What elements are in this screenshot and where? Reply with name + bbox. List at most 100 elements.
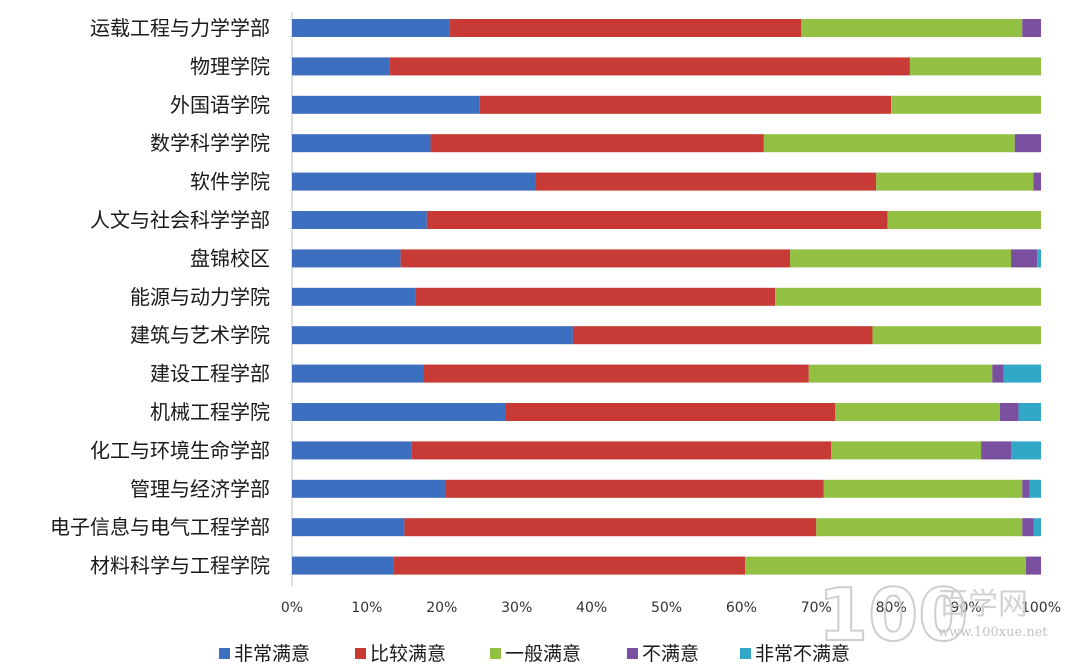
category-label-7: 能源与动力学院 bbox=[130, 285, 270, 309]
bar-segment-13-4 bbox=[1033, 518, 1041, 537]
bar-segment-3-1 bbox=[430, 134, 764, 153]
category-label-6: 盘锦校区 bbox=[190, 246, 270, 270]
bar-segment-7-1 bbox=[415, 287, 776, 306]
legend-item-4: 非常不满意 bbox=[740, 643, 850, 665]
bar-segment-12-1 bbox=[445, 479, 824, 498]
bar-segment-7-2 bbox=[775, 287, 1041, 306]
bar-segment-0-3 bbox=[1022, 19, 1041, 37]
bar-segment-5-1 bbox=[426, 211, 888, 229]
legend-label-1: 比较满意 bbox=[370, 643, 446, 665]
bar-segment-0-1 bbox=[449, 19, 802, 37]
bar-segment-13-0 bbox=[292, 518, 405, 537]
x-tick-2: 20% bbox=[426, 600, 457, 616]
watermark-url: www.100xue.net bbox=[938, 625, 1048, 640]
bar-segment-12-4 bbox=[1029, 479, 1041, 498]
bar-segment-14-1 bbox=[393, 556, 746, 575]
category-label-2: 外国语学院 bbox=[170, 93, 270, 117]
x-tick-10: 100% bbox=[1021, 600, 1061, 616]
bar-segment-3-2 bbox=[763, 134, 1015, 153]
bar-segment-8-2 bbox=[872, 326, 1041, 345]
bar-segment-10-3 bbox=[999, 403, 1019, 421]
legend-swatch-1 bbox=[355, 648, 366, 659]
bar-segment-11-2 bbox=[831, 441, 982, 460]
legend-item-1: 比较满意 bbox=[355, 643, 446, 665]
bar-segment-2-1 bbox=[479, 95, 892, 114]
category-labels: 运载工程与力学学部物理学院外国语学院数学科学学院软件学院人文与社会科学学部盘锦校… bbox=[50, 16, 270, 578]
bar-segment-6-4 bbox=[1037, 249, 1041, 268]
bar-segment-11-4 bbox=[1011, 441, 1041, 460]
x-tick-5: 50% bbox=[651, 600, 682, 616]
category-label-12: 管理与经济学部 bbox=[130, 477, 270, 501]
bar-segment-2-0 bbox=[292, 95, 480, 114]
x-tick-4: 40% bbox=[576, 600, 607, 616]
watermark-text: 百学网 bbox=[938, 587, 1028, 622]
bar-segment-11-0 bbox=[292, 441, 412, 460]
bar-segment-2-2 bbox=[891, 95, 1041, 114]
bar-segment-8-0 bbox=[292, 326, 573, 345]
bar-segment-1-0 bbox=[292, 57, 390, 76]
x-tick-3: 30% bbox=[501, 600, 532, 616]
bar-segment-14-2 bbox=[745, 556, 1027, 575]
bar-segment-14-3 bbox=[1026, 556, 1041, 575]
bar-segment-0-2 bbox=[801, 19, 1023, 37]
bar-segment-4-3 bbox=[1033, 172, 1041, 191]
bar-segment-5-2 bbox=[887, 211, 1041, 229]
bar-segment-14-0 bbox=[292, 556, 394, 575]
category-label-13: 电子信息与电气工程学部 bbox=[50, 515, 270, 539]
bars-layer bbox=[292, 19, 1041, 575]
bar-segment-10-1 bbox=[505, 403, 836, 421]
bar-segment-10-0 bbox=[292, 403, 506, 421]
x-tick-1: 10% bbox=[351, 600, 382, 616]
legend-item-3: 不满意 bbox=[627, 643, 699, 665]
category-label-0: 运载工程与力学学部 bbox=[90, 16, 270, 40]
bar-segment-13-1 bbox=[404, 518, 817, 537]
category-label-8: 建筑与艺术学院 bbox=[130, 323, 270, 347]
x-tick-6: 60% bbox=[726, 600, 757, 616]
category-label-14: 材料科学与工程学院 bbox=[90, 554, 270, 578]
bar-segment-3-3 bbox=[1014, 134, 1041, 153]
bar-segment-12-2 bbox=[823, 479, 1023, 498]
legend-swatch-2 bbox=[490, 648, 501, 659]
bar-segment-1-1 bbox=[389, 57, 910, 76]
bar-segment-10-4 bbox=[1018, 403, 1041, 421]
bar-segment-9-0 bbox=[292, 364, 424, 383]
bar-segment-5-0 bbox=[292, 211, 427, 229]
category-label-10: 机械工程学院 bbox=[150, 400, 270, 424]
legend-swatch-4 bbox=[740, 648, 751, 659]
bar-segment-9-4 bbox=[1003, 364, 1041, 383]
bar-segment-4-1 bbox=[535, 172, 877, 191]
category-label-1: 物理学院 bbox=[190, 54, 270, 78]
bar-segment-13-2 bbox=[816, 518, 1023, 537]
legend-swatch-0 bbox=[219, 648, 230, 659]
category-label-11: 化工与环境生命学部 bbox=[90, 438, 270, 462]
bar-segment-4-2 bbox=[876, 172, 1034, 191]
category-label-4: 软件学院 bbox=[190, 170, 270, 194]
bar-segment-11-1 bbox=[411, 441, 832, 460]
x-tick-7: 70% bbox=[801, 600, 832, 616]
watermark-number: 100 bbox=[818, 573, 968, 657]
bar-segment-7-0 bbox=[292, 287, 416, 306]
bar-segment-8-1 bbox=[572, 326, 873, 345]
bar-segment-6-0 bbox=[292, 249, 401, 268]
legend-item-0: 非常满意 bbox=[219, 643, 310, 665]
bar-segment-12-0 bbox=[292, 479, 446, 498]
watermark-logo: 100 百学网 www.100xue.net bbox=[817, 572, 1048, 658]
bar-segment-4-0 bbox=[292, 172, 536, 191]
legend-label-2: 一般满意 bbox=[505, 643, 581, 665]
category-label-5: 人文与社会科学学部 bbox=[90, 208, 270, 232]
bar-segment-0-0 bbox=[292, 19, 450, 37]
bar-segment-11-3 bbox=[981, 441, 1012, 460]
category-label-3: 数学科学学院 bbox=[150, 131, 270, 155]
legend-label-3: 不满意 bbox=[642, 643, 699, 665]
bar-segment-9-3 bbox=[992, 364, 1004, 383]
category-label-9: 建设工程学部 bbox=[150, 362, 270, 386]
bar-segment-12-3 bbox=[1022, 479, 1030, 498]
bar-segment-1-2 bbox=[909, 57, 1041, 76]
legend-swatch-3 bbox=[627, 648, 638, 659]
legend-label-4: 非常不满意 bbox=[755, 643, 850, 665]
legend-label-0: 非常满意 bbox=[234, 643, 310, 665]
bar-segment-3-0 bbox=[292, 134, 431, 153]
bar-segment-13-3 bbox=[1022, 518, 1034, 537]
legend-item-2: 一般满意 bbox=[490, 643, 581, 665]
